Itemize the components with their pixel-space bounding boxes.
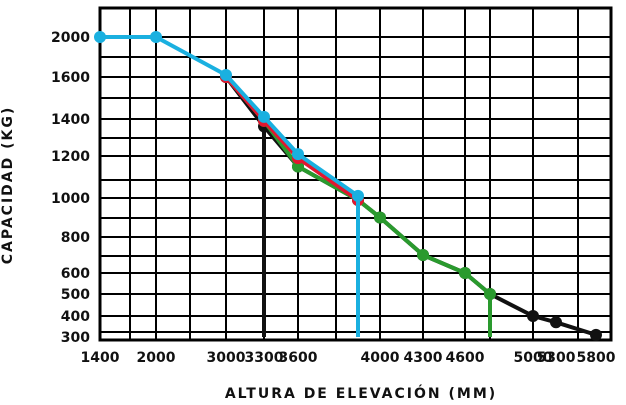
series-3-point-7 — [484, 288, 496, 300]
x-tick-3300: 3300 — [245, 350, 284, 366]
series-0 — [94, 31, 364, 337]
series-0-point-5 — [352, 189, 364, 202]
y-axis-label: CAPACIDAD (KG) — [0, 106, 16, 265]
series-0-point-3 — [258, 110, 270, 123]
x-tick-5000: 5000 — [514, 350, 553, 366]
series-0-point-1 — [150, 31, 162, 43]
x-tick-5800: 5800 — [577, 350, 616, 366]
x-tick-4600: 4600 — [446, 350, 485, 366]
series-3-point-5 — [417, 249, 429, 261]
series-3-point-4 — [374, 211, 386, 224]
y-tick-1200: 1200 — [51, 149, 90, 165]
series-0-point-2 — [220, 69, 232, 81]
x-tick-4300: 4300 — [404, 350, 443, 366]
series-3-point-2 — [292, 160, 304, 173]
y-tick-1400: 1400 — [51, 112, 90, 128]
grid — [98, 6, 613, 342]
x-tick-5300: 5300 — [537, 350, 576, 366]
series-2-point-9 — [550, 316, 562, 329]
series-2 — [220, 71, 602, 341]
y-tick-300: 300 — [61, 330, 90, 346]
x-axis-label: ALTURA DE ELEVACIÓN (MM) — [225, 384, 497, 402]
series-2-point-10 — [590, 328, 602, 341]
y-tick-500: 500 — [61, 287, 90, 303]
y-tick-600: 600 — [61, 266, 90, 282]
x-tick-1400: 1400 — [81, 350, 120, 366]
y-tick-1600: 1600 — [51, 70, 90, 86]
y-tick-2000: 2000 — [51, 30, 90, 46]
x-tick-3600: 3600 — [279, 350, 318, 366]
y-tick-800: 800 — [61, 230, 90, 246]
series-2-point-8 — [527, 310, 539, 322]
y-tick-1000: 1000 — [51, 191, 90, 207]
x-tick-2000: 2000 — [137, 350, 176, 366]
series-layer — [94, 31, 602, 341]
series-0-point-4 — [292, 148, 304, 161]
x-tick-3000: 3000 — [207, 350, 246, 366]
series-0-line — [100, 35, 360, 198]
series-3-point-6 — [459, 267, 471, 279]
y-tick-labels: 2000 1600 1400 1200 1000 800 600 500 400 300 — [51, 30, 90, 346]
plot-frame — [98, 6, 613, 342]
series-2-line — [224, 75, 597, 337]
y-tick-400: 400 — [61, 309, 90, 325]
series-0-point-0 — [94, 31, 106, 43]
x-tick-4000: 4000 — [361, 350, 400, 366]
series-1 — [220, 71, 364, 337]
